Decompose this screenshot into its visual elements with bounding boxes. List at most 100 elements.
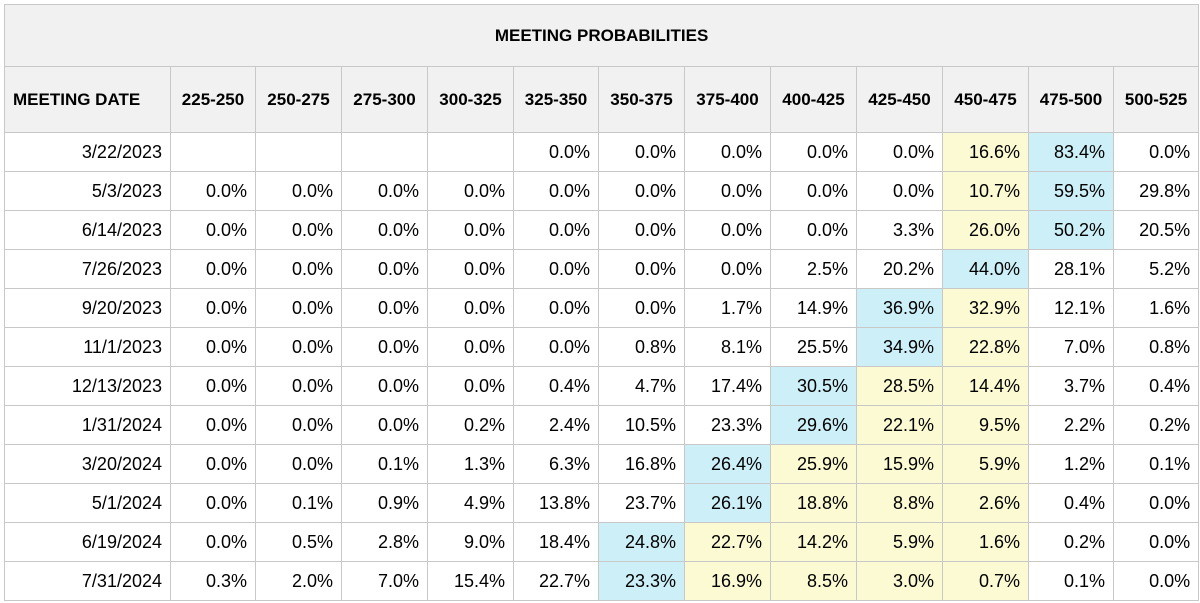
probability-cell: 0.7% xyxy=(942,561,1029,601)
probability-cell: 0.0% xyxy=(513,132,599,172)
table-row: 7/31/2024 0.3% 2.0% 7.0% 15.4% 22.7% 23.3% 16.9… xyxy=(4,561,1200,601)
probability-cell: 0.0% xyxy=(170,327,256,367)
probability-cell: 0.1% xyxy=(1028,561,1114,601)
probability-cell: 0.0% xyxy=(170,522,256,562)
table-row: 7/26/2023 0.0% 0.0% 0.0% 0.0% 0.0% 0.0% 0.0% 2.5… xyxy=(4,249,1200,289)
meeting-date-cell: 7/26/2023 xyxy=(4,249,171,289)
probability-cell xyxy=(427,132,514,172)
probability-cell: 0.0% xyxy=(684,132,771,172)
probability-cell: 0.0% xyxy=(513,171,599,211)
probability-cell: 14.9% xyxy=(770,288,857,328)
probability-cell: 0.2% xyxy=(1028,522,1114,562)
meeting-date-cell: 1/31/2024 xyxy=(4,405,171,445)
column-header-rate-range: 275-300 xyxy=(341,66,428,133)
probability-cell: 0.0% xyxy=(255,405,342,445)
probability-cell: 0.0% xyxy=(170,444,256,484)
probability-cell: 0.0% xyxy=(598,132,685,172)
probability-cell: 0.0% xyxy=(427,249,514,289)
meeting-date-cell: 3/22/2023 xyxy=(4,132,171,172)
probability-cell: 1.6% xyxy=(942,522,1029,562)
probability-cell: 0.0% xyxy=(341,171,428,211)
probability-cell: 36.9% xyxy=(856,288,943,328)
probability-cell: 3.0% xyxy=(856,561,943,601)
probability-cell: 2.4% xyxy=(513,405,599,445)
probability-cell: 0.0% xyxy=(427,171,514,211)
table-row: 5/3/2023 0.0% 0.0% 0.0% 0.0% 0.0% 0.0% 0.0% 0.0%… xyxy=(4,171,1200,211)
probability-cell: 0.0% xyxy=(1112,132,1200,172)
probability-cell: 14.4% xyxy=(942,366,1029,406)
probability-cell xyxy=(341,132,428,172)
probability-cell: 26.4% xyxy=(684,444,771,484)
probability-cell xyxy=(170,132,256,172)
probability-cell: 0.0% xyxy=(513,249,599,289)
probability-cell: 0.0% xyxy=(427,288,514,328)
column-header-rate-range: 400-425 xyxy=(770,66,857,133)
probability-cell: 28.5% xyxy=(856,366,943,406)
meeting-date-cell: 12/13/2023 xyxy=(4,366,171,406)
probability-cell: 25.5% xyxy=(770,327,857,367)
probability-cell: 2.5% xyxy=(770,249,857,289)
probability-cell: 24.8% xyxy=(598,522,685,562)
probability-cell: 0.4% xyxy=(1028,483,1114,523)
probability-cell: 34.9% xyxy=(856,327,943,367)
column-header-rate-range: 250-275 xyxy=(255,66,342,133)
probability-cell: 0.0% xyxy=(427,327,514,367)
column-header-rate-range: 375-400 xyxy=(684,66,771,133)
probability-cell: 0.0% xyxy=(255,171,342,211)
probability-cell: 1.3% xyxy=(427,444,514,484)
probability-cell: 9.0% xyxy=(427,522,514,562)
probability-cell: 26.0% xyxy=(942,210,1029,250)
table-row: 12/13/2023 0.0% 0.0% 0.0% 0.0% 0.4% 4.7% 17.4% 3… xyxy=(4,366,1200,406)
probability-cell: 1.2% xyxy=(1028,444,1114,484)
probability-cell: 10.5% xyxy=(598,405,685,445)
probability-cell: 1.7% xyxy=(684,288,771,328)
probability-cell: 0.0% xyxy=(1112,483,1200,523)
probability-cell: 22.1% xyxy=(856,405,943,445)
probability-cell: 14.2% xyxy=(770,522,857,562)
probability-cell: 17.4% xyxy=(684,366,771,406)
probability-cell: 5.9% xyxy=(856,522,943,562)
table-row: 11/1/2023 0.0% 0.0% 0.0% 0.0% 0.0% 0.8% 8.1% 25.… xyxy=(4,327,1200,367)
probability-cell: 7.0% xyxy=(1028,327,1114,367)
probability-cell: 50.2% xyxy=(1028,210,1114,250)
probability-cell: 22.8% xyxy=(942,327,1029,367)
probability-cell: 0.0% xyxy=(341,327,428,367)
table-row: 3/22/2023 0.0% 0.0% 0.0% 0.0% 0.0% 16.6% 83.4% 0… xyxy=(4,132,1200,172)
probability-cell: 0.0% xyxy=(770,132,857,172)
probability-cell: 8.5% xyxy=(770,561,857,601)
probability-cell: 20.5% xyxy=(1112,210,1200,250)
probability-cell: 20.2% xyxy=(856,249,943,289)
probability-cell: 0.0% xyxy=(684,171,771,211)
probability-cell: 29.6% xyxy=(770,405,857,445)
probability-cell: 23.3% xyxy=(684,405,771,445)
probability-cell: 23.3% xyxy=(598,561,685,601)
probability-cell: 0.0% xyxy=(427,210,514,250)
probability-cell: 0.0% xyxy=(341,288,428,328)
probability-cell: 28.1% xyxy=(1028,249,1114,289)
probability-cell: 22.7% xyxy=(513,561,599,601)
probability-cell: 0.0% xyxy=(255,288,342,328)
probability-cell: 0.0% xyxy=(598,210,685,250)
probability-cell: 25.9% xyxy=(770,444,857,484)
probabilities-table-container: MEETING PROBABILITIES MEETING DATE 225-25… xyxy=(3,4,1200,601)
probability-cell: 30.5% xyxy=(770,366,857,406)
column-header-rate-range: 325-350 xyxy=(513,66,599,133)
probability-cell: 5.2% xyxy=(1112,249,1200,289)
column-header-rate-range: 500-525 xyxy=(1112,66,1200,133)
probability-cell: 8.1% xyxy=(684,327,771,367)
meeting-date-cell: 6/19/2024 xyxy=(4,522,171,562)
probability-cell: 0.0% xyxy=(856,132,943,172)
probability-cell: 15.4% xyxy=(427,561,514,601)
probability-cell: 59.5% xyxy=(1028,171,1114,211)
probability-cell: 16.8% xyxy=(598,444,685,484)
column-header-rate-range: 450-475 xyxy=(942,66,1029,133)
probability-cell: 15.9% xyxy=(856,444,943,484)
probability-cell: 0.1% xyxy=(1112,444,1200,484)
column-header-rate-range: 425-450 xyxy=(856,66,943,133)
probability-cell: 32.9% xyxy=(942,288,1029,328)
meeting-probabilities-table: MEETING PROBABILITIES MEETING DATE 225-25… xyxy=(3,4,1200,601)
probability-cell: 0.0% xyxy=(856,171,943,211)
meeting-date-cell: 9/20/2023 xyxy=(4,288,171,328)
probability-cell: 0.0% xyxy=(427,366,514,406)
probability-cell: 0.0% xyxy=(170,366,256,406)
